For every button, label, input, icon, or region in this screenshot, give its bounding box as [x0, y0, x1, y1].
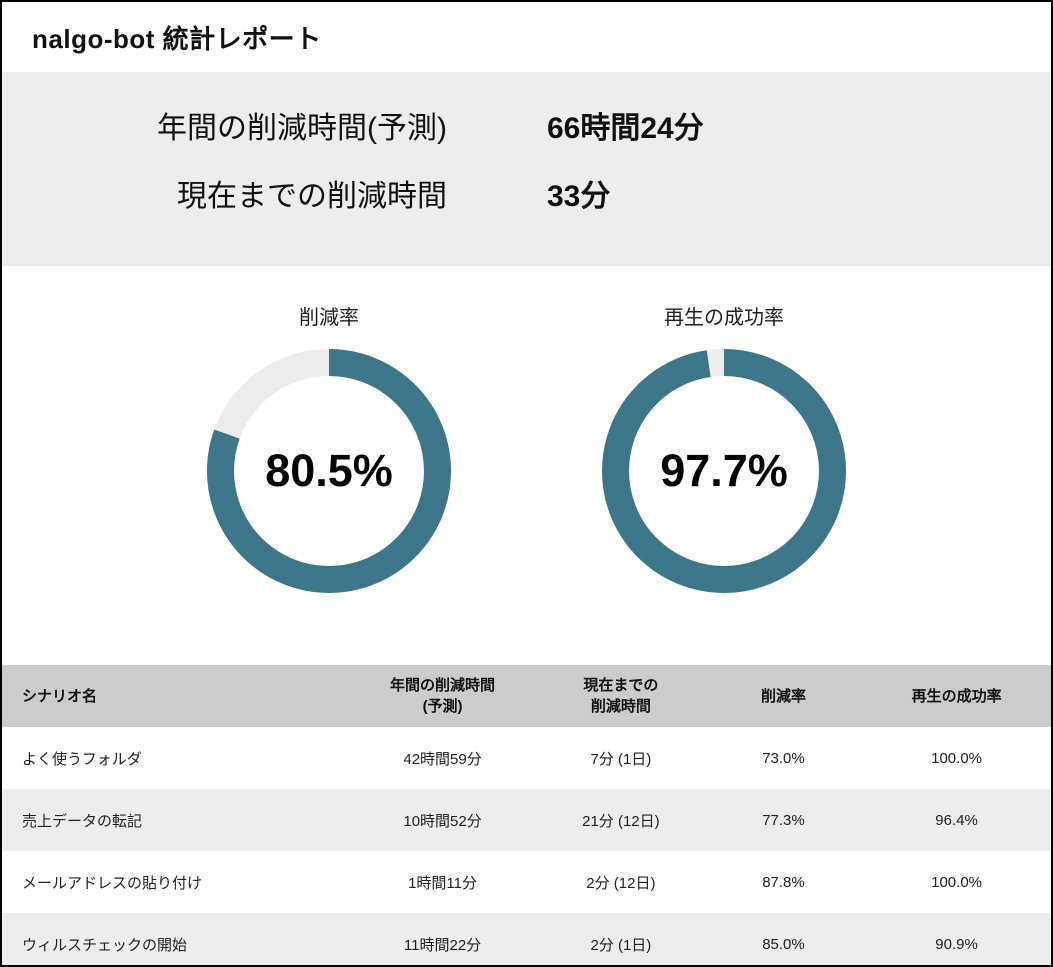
- table-row: 売上データの転記 10時間52分 21分 (12日) 77.3% 96.4%: [2, 789, 1051, 851]
- summary-row-current: 現在までの削減時間 33分: [2, 176, 1051, 218]
- current-saved-time-value: 33分: [547, 180, 611, 213]
- scenario-table-head: シナリオ名 年間の削減時間 (予測) 現在までの 削減時間 削減率 再生の成功率: [2, 665, 1051, 727]
- value-cell: 10時間52分: [403, 812, 482, 830]
- value-cell: 100.0%: [931, 873, 982, 891]
- donut-value-arc: [207, 349, 451, 593]
- scenario-name-cell: 売上データの転記: [22, 812, 143, 830]
- scenario-name-cell: ウィルスチェックの開始: [22, 936, 188, 954]
- header-row: シナリオ名 年間の削減時間 (予測) 現在までの 削減時間 削減率 再生の成功率: [2, 665, 1051, 727]
- replay-success-donut: 97.7%: [599, 346, 849, 596]
- column-header: 再生の成功率: [911, 687, 1002, 705]
- scenario-table: シナリオ名 年間の削減時間 (予測) 現在までの 削減時間 削減率 再生の成功率 よく使…: [2, 665, 1051, 965]
- value-cell: 90.9%: [935, 935, 978, 953]
- value-cell: 7分 (1日): [590, 750, 652, 768]
- value-cell: 100.0%: [931, 749, 982, 767]
- reduction-rate-chart-title: 削減率: [299, 307, 359, 329]
- reduction-rate-chart: 削減率 80.5%: [204, 306, 454, 665]
- column-header: 年間の削減時間 (予測): [390, 677, 496, 715]
- replay-success-chart: 再生の成功率 97.7%: [599, 306, 849, 665]
- replay-success-percent: 97.7%: [660, 445, 788, 496]
- donut-ring-chart: [602, 349, 846, 593]
- table-row: よく使うフォルダ 42時間59分 7分 (1日) 73.0% 100.0%: [2, 727, 1051, 789]
- value-cell: 73.0%: [762, 749, 805, 767]
- donut-value-arc: [602, 349, 846, 593]
- reduction-rate-donut: 80.5%: [204, 346, 454, 596]
- replay-success-chart-title: 再生の成功率: [664, 307, 784, 329]
- current-saved-time-label: 現在までの削減時間: [177, 180, 447, 213]
- value-cell: 2分 (12日): [586, 874, 656, 892]
- value-cell: 42時間59分: [403, 750, 482, 768]
- column-header: 現在までの 削減時間: [583, 677, 659, 715]
- donut-ring-chart: [207, 349, 451, 593]
- column-header: シナリオ名: [22, 687, 98, 705]
- value-cell: 1時間11分: [408, 874, 478, 892]
- value-cell: 11時間22分: [403, 936, 482, 954]
- annual-saved-time-label: 年間の削減時間(予測): [157, 112, 447, 145]
- value-cell: 96.4%: [935, 811, 978, 829]
- summary-row-annual: 年間の削減時間(予測) 66時間24分: [2, 108, 1051, 150]
- value-cell: 21分 (12日): [582, 812, 660, 830]
- annual-saved-time-value: 66時間24分: [547, 112, 704, 145]
- scenario-table-body: よく使うフォルダ 42時間59分 7分 (1日) 73.0% 100.0% 売上データの転…: [2, 727, 1051, 965]
- column-header: 削減率: [760, 687, 806, 705]
- summary-section: 年間の削減時間(予測) 66時間24分 現在までの削減時間 33分: [2, 72, 1051, 266]
- page-title: nalgo-bot 統計レポート: [32, 23, 322, 54]
- table-row: メールアドレスの貼り付け 1時間11分 2分 (12日) 87.8% 100.0%: [2, 851, 1051, 913]
- reduction-rate-percent: 80.5%: [265, 445, 393, 496]
- scenario-name-cell: よく使うフォルダ: [22, 750, 142, 768]
- scenario-name-cell: メールアドレスの貼り付け: [22, 874, 203, 892]
- value-cell: 87.8%: [762, 873, 805, 891]
- value-cell: 85.0%: [762, 935, 805, 953]
- charts-section: 削減率 80.5% 再生の成功率 97.7%: [2, 266, 1051, 665]
- report-header: nalgo-bot 統計レポート: [2, 2, 1051, 72]
- value-cell: 77.3%: [762, 811, 805, 829]
- value-cell: 2分 (1日): [590, 936, 652, 954]
- table-row: ウィルスチェックの開始 11時間22分 2分 (1日) 85.0% 90.9%: [2, 913, 1051, 965]
- scenario-table-section: シナリオ名 年間の削減時間 (予測) 現在までの 削減時間 削減率 再生の成功率 よく使…: [2, 665, 1051, 965]
